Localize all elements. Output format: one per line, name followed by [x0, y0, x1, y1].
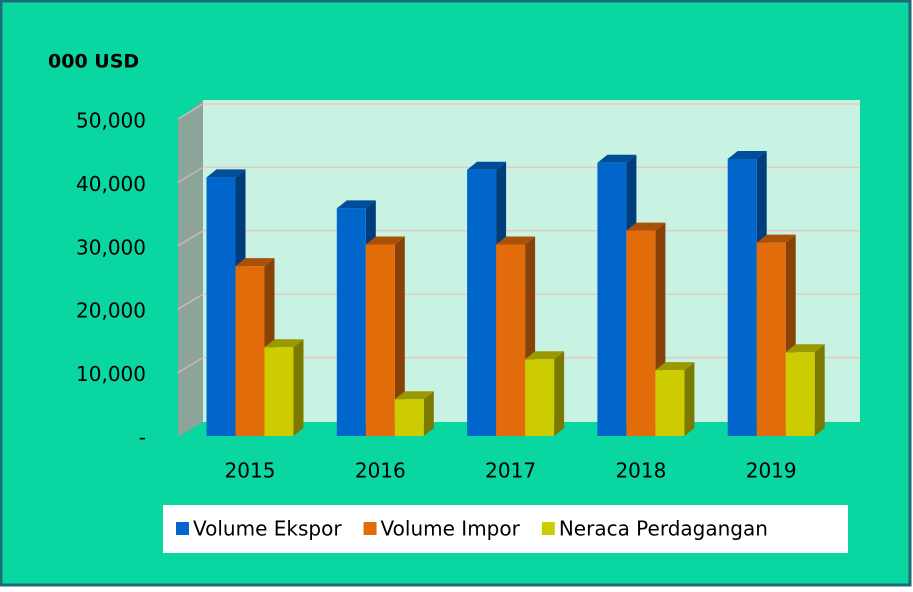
- bar-side: [293, 339, 304, 436]
- bar-top: [626, 222, 666, 231]
- bar-top: [206, 169, 246, 178]
- bar-top: [394, 391, 434, 400]
- y-tick-label: 20,000: [76, 299, 146, 323]
- bar-top: [264, 339, 304, 348]
- bar: [655, 370, 685, 436]
- legend-swatch: [363, 522, 377, 535]
- bar: [336, 208, 366, 436]
- bar: [785, 352, 815, 436]
- bar-side: [814, 344, 825, 436]
- bar: [727, 158, 757, 436]
- legend-label: Volume Impor: [381, 517, 521, 541]
- x-tick-label: 2019: [746, 459, 797, 483]
- bar: [626, 230, 656, 436]
- bar-side: [554, 351, 565, 436]
- grid-line: [177, 293, 204, 310]
- y-tick-label: 30,000: [76, 235, 146, 259]
- bar: [756, 242, 786, 436]
- x-tick-label: 2017: [485, 459, 536, 483]
- bar-side: [684, 362, 695, 436]
- bar: [264, 347, 294, 436]
- x-tick-label: 2016: [355, 459, 406, 483]
- y-tick-label: 50,000: [76, 109, 146, 133]
- legend-label: Neraca Perdagangan: [559, 517, 768, 541]
- x-tick-label: 2018: [615, 459, 666, 483]
- bar-top: [467, 161, 507, 170]
- bar: [525, 359, 555, 436]
- bar: [467, 169, 497, 436]
- bar-top: [496, 236, 536, 245]
- bar-top: [756, 234, 796, 243]
- bar: [597, 162, 627, 436]
- bar: [496, 244, 526, 436]
- grid-line: [177, 166, 204, 184]
- chart-title: 000 USD: [48, 51, 139, 73]
- legend-box: [163, 505, 848, 553]
- bar: [206, 177, 236, 436]
- y-tick-label: 40,000: [76, 172, 146, 196]
- bar-top: [655, 362, 695, 371]
- legend-label: Volume Ekspor: [193, 517, 342, 541]
- bar-top: [597, 154, 637, 163]
- bar-side: [423, 391, 434, 436]
- bar-top: [525, 351, 565, 360]
- bar-top: [235, 258, 275, 267]
- y-tick-label: -: [139, 426, 146, 450]
- bar-top: [727, 150, 767, 159]
- bar-top: [365, 236, 405, 245]
- grid-line: [177, 356, 204, 374]
- y-tick-label: 10,000: [76, 362, 146, 386]
- legend-swatch: [541, 522, 555, 535]
- bar: [394, 399, 424, 436]
- grid-line: [177, 103, 204, 120]
- bar-top: [785, 344, 825, 353]
- bar-side: [394, 236, 405, 436]
- bar-top: [336, 200, 376, 209]
- grid-line: [177, 230, 204, 247]
- side-wall: [178, 100, 203, 437]
- bar: [235, 266, 265, 436]
- bar: [365, 244, 395, 436]
- x-tick-label: 2015: [225, 459, 276, 483]
- legend-swatch: [176, 522, 189, 535]
